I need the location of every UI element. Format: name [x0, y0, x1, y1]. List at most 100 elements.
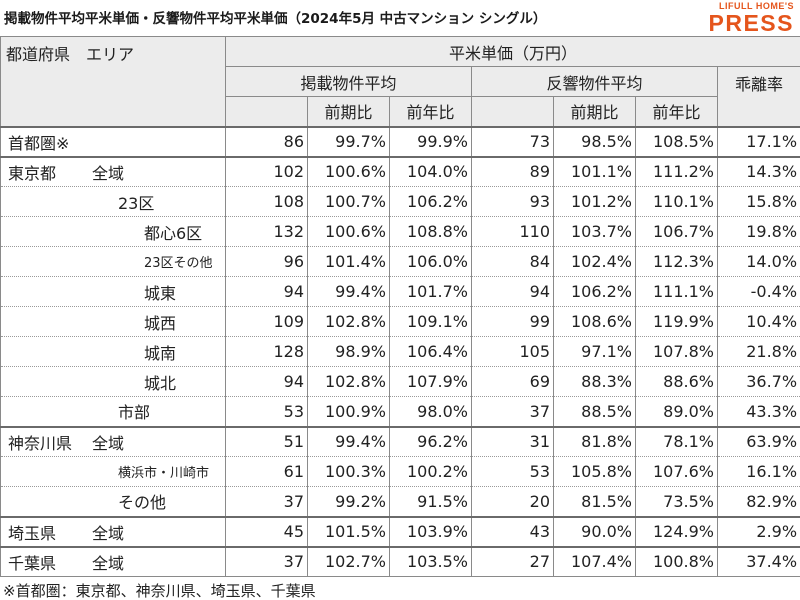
listed-avg-cell: 109 [225, 306, 308, 337]
table-row: 城北 94 102.8% 107.9% 69 88.3% 88.6% 36.7% [0, 366, 800, 397]
table-row: 千葉県 全域 37 102.7% 103.5% 27 107.4% 100.8% 37.4% [0, 545, 800, 577]
header-response-mom: 前期比 [553, 96, 636, 127]
response-mom-cell: 88.3% [553, 366, 636, 397]
header-listed-avg: 掲載物件平均 [225, 66, 472, 97]
response-avg-cell: 89 [471, 155, 554, 187]
response-yoy-cell: 107.8% [635, 336, 718, 367]
region-cell: 横浜市・川崎市 [0, 456, 226, 487]
listed-yoy-cell: 107.9% [389, 366, 472, 397]
response-mom-cell: 98.5% [553, 125, 636, 157]
table-row: 23区 108 100.7% 106.2% 93 101.2% 110.1% 15.8% [0, 186, 800, 217]
listed-yoy-cell: 100.2% [389, 456, 472, 487]
divergence-cell: 15.8% [716, 186, 800, 217]
listed-avg-cell: 94 [225, 276, 308, 307]
response-mom-cell: 90.0% [553, 515, 636, 547]
header-listed-mom: 前期比 [307, 96, 390, 127]
response-avg-cell: 43 [471, 515, 554, 547]
response-yoy-cell: 89.0% [635, 396, 718, 427]
response-avg-cell: 37 [471, 396, 554, 427]
area-label: 23区その他 [144, 256, 213, 271]
listed-avg-cell: 86 [225, 125, 308, 157]
divergence-cell: 43.3% [716, 396, 800, 427]
response-avg-cell: 105 [471, 336, 554, 367]
footnote: ※首都圏：東京都、神奈川県、埼玉県、千葉県 [3, 582, 316, 600]
listed-yoy-cell: 106.0% [389, 246, 472, 277]
area-label: 城北 [144, 373, 177, 393]
listed-yoy-cell: 108.8% [389, 216, 472, 247]
response-yoy-cell: 100.8% [635, 545, 718, 577]
divergence-cell: 21.8% [716, 336, 800, 367]
response-yoy-cell: 73.5% [635, 486, 718, 517]
listed-mom-cell: 100.6% [307, 155, 390, 187]
listed-avg-cell: 96 [225, 246, 308, 277]
response-avg-cell: 20 [471, 486, 554, 517]
listed-mom-cell: 102.8% [307, 366, 390, 397]
response-avg-cell: 73 [471, 125, 554, 157]
listed-avg-cell: 53 [225, 396, 308, 427]
header-region: 都道府県 エリア [0, 36, 226, 127]
response-mom-cell: 101.1% [553, 155, 636, 187]
response-avg-cell: 31 [471, 425, 554, 457]
prefecture-label: 神奈川県 [8, 433, 73, 453]
listed-yoy-cell: 101.7% [389, 276, 472, 307]
listed-avg-cell: 45 [225, 515, 308, 547]
table-row: 都心6区 132 100.6% 108.8% 110 103.7% 106.7% 19.8% [0, 216, 800, 247]
listed-yoy-cell: 99.9% [389, 125, 472, 157]
listed-avg-cell: 37 [225, 486, 308, 517]
response-yoy-cell: 112.3% [635, 246, 718, 277]
listed-avg-cell: 128 [225, 336, 308, 367]
response-yoy-cell: 106.7% [635, 216, 718, 247]
divergence-cell: 82.9% [716, 486, 800, 517]
listed-avg-cell: 108 [225, 186, 308, 217]
divergence-cell: 2.9% [716, 515, 800, 547]
prefecture-label: 千葉県 [8, 553, 57, 573]
region-cell: 市部 [0, 396, 226, 427]
listed-yoy-cell: 98.0% [389, 396, 472, 427]
table-row: 神奈川県 全域 51 99.4% 96.2% 31 81.8% 78.1% 63.9% [0, 425, 800, 457]
response-avg-cell: 93 [471, 186, 554, 217]
region-cell: 23区その他 [0, 246, 226, 277]
response-mom-cell: 107.4% [553, 545, 636, 577]
header-row-2: 掲載物件平均 反響物件平均 乖離率 [1, 66, 800, 127]
listed-mom-cell: 99.7% [307, 125, 390, 157]
divergence-cell: 19.8% [716, 216, 800, 247]
header-response-avg: 反響物件平均 [471, 66, 718, 97]
prefecture-label: 首都圏※ [8, 133, 70, 153]
listed-mom-cell: 101.5% [307, 515, 390, 547]
area-label: 全域 [92, 163, 125, 183]
response-mom-cell: 88.5% [553, 396, 636, 427]
listed-avg-cell: 132 [225, 216, 308, 247]
listed-mom-cell: 100.7% [307, 186, 390, 217]
listed-avg-cell: 94 [225, 366, 308, 397]
response-mom-cell: 106.2% [553, 276, 636, 307]
divergence-cell: 36.7% [716, 366, 800, 397]
area-label: 横浜市・川崎市 [118, 466, 210, 481]
divergence-cell: 17.1% [716, 125, 800, 157]
listed-avg-cell: 51 [225, 425, 308, 457]
response-avg-cell: 27 [471, 545, 554, 577]
table-row: 城東 94 99.4% 101.7% 94 106.2% 111.1% -0.4% [0, 276, 800, 307]
listed-avg-cell: 102 [225, 155, 308, 187]
table-row: 埼玉県 全域 45 101.5% 103.9% 43 90.0% 124.9% 2.9% [0, 515, 800, 547]
listed-avg-cell: 37 [225, 545, 308, 577]
divergence-cell: 63.9% [716, 425, 800, 457]
region-cell: その他 [0, 486, 226, 517]
response-yoy-cell: 108.5% [635, 125, 718, 157]
response-avg-cell: 69 [471, 366, 554, 397]
region-cell: 城南 [0, 336, 226, 367]
logo-line-2: PRESS [708, 10, 794, 36]
header-blank-2 [471, 96, 554, 127]
listed-mom-cell: 100.6% [307, 216, 390, 247]
header-response-yoy: 前年比 [635, 96, 718, 127]
response-avg-cell: 94 [471, 276, 554, 307]
region-cell: 城東 [0, 276, 226, 307]
listed-mom-cell: 99.4% [307, 276, 390, 307]
price-table: 都道府県 エリア 平米単価（万円） 掲載物件平均 反響物件平均 乖離率 前期比 … [0, 36, 800, 577]
divergence-cell: 14.0% [716, 246, 800, 277]
listed-mom-cell: 99.2% [307, 486, 390, 517]
region-cell: 神奈川県 全域 [0, 425, 226, 457]
response-yoy-cell: 124.9% [635, 515, 718, 547]
response-mom-cell: 81.8% [553, 425, 636, 457]
region-cell: 首都圏※ [0, 125, 226, 157]
area-label: 23区 [118, 193, 155, 213]
